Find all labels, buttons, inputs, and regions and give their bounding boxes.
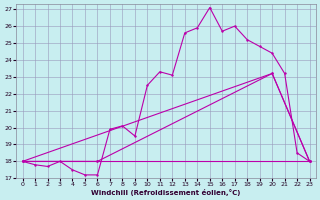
X-axis label: Windchill (Refroidissement éolien,°C): Windchill (Refroidissement éolien,°C) <box>92 189 241 196</box>
